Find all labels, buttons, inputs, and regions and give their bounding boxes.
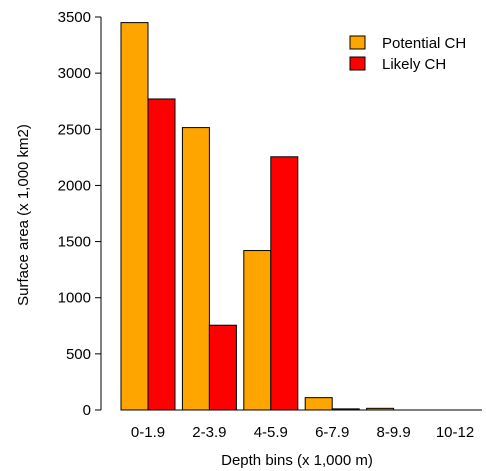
x-tick-label: 4-5.9 — [254, 424, 288, 441]
y-tick-label: 2000 — [58, 177, 91, 194]
y-tick-label: 0 — [83, 402, 91, 419]
x-axis-title: Depth bins (x 1,000 m) — [221, 452, 373, 469]
y-tick-label: 1500 — [58, 234, 91, 251]
y-tick-label: 3000 — [58, 65, 91, 82]
y-axis: 0 500 1000 1500 2000 2500 3000 3500 — [58, 9, 102, 419]
bars — [120, 22, 395, 411]
y-axis-title: Surface area (x 1,000 km2) — [15, 124, 32, 306]
y-tick-label: 3500 — [58, 9, 91, 26]
bar-potential-6-7.9 — [304, 397, 333, 411]
bar-potential-0-1.9 — [120, 22, 149, 411]
x-axis: 0-1.9 2-3.9 4-5.9 6-7.9 8-9.9 10-12 — [121, 409, 482, 441]
legend-label-likely: Likely CH — [382, 56, 446, 73]
bar-likely-0-1.9 — [147, 98, 176, 411]
bar-potential-2-3.9 — [181, 127, 210, 411]
bar-potential-4-5.9 — [243, 250, 272, 411]
x-tick-label: 0-1.9 — [131, 424, 165, 441]
legend: Potential CH Likely CH — [349, 35, 466, 73]
y-tick-label: 500 — [66, 346, 91, 363]
x-tick-label: 2-3.9 — [192, 424, 226, 441]
x-tick-label: 8-9.9 — [376, 424, 410, 441]
legend-label-potential: Potential CH — [382, 35, 466, 52]
y-tick-label: 1000 — [58, 290, 91, 307]
x-tick-label: 10-12 — [436, 424, 474, 441]
bar-likely-4-5.9 — [270, 156, 299, 411]
bar-likely-2-3.9 — [208, 324, 237, 411]
legend-swatch-likely — [349, 56, 366, 71]
legend-swatch-potential — [349, 35, 366, 50]
y-tick-label: 2500 — [58, 121, 91, 138]
x-tick-label: 6-7.9 — [315, 424, 349, 441]
